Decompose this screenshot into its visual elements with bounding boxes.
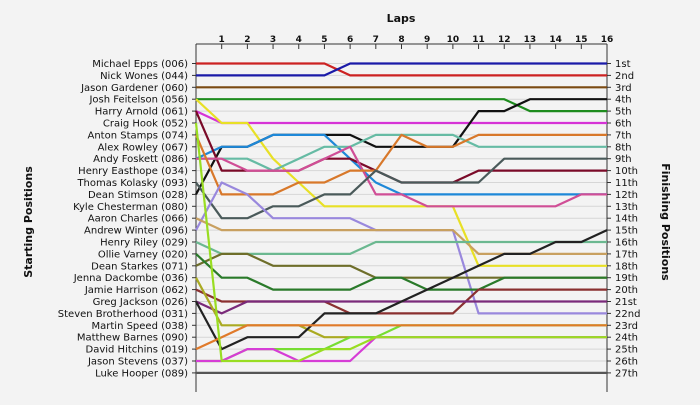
starting-position-label: Martin Speed (038) [92,321,189,332]
finishing-position-label: 23rd [615,321,638,332]
finishing-position-label: 8th [615,142,632,153]
finishing-position-label: 21st [615,297,637,308]
x-tick-label: 11 [472,35,485,45]
finishing-position-label: 16th [615,238,638,249]
finishing-position-label: 19th [615,273,638,284]
x-tick-label: 2 [244,35,250,45]
x-tick-label: 6 [347,35,353,45]
finishing-position-label: 15th [615,226,638,237]
starting-position-label: Aaron Charles (066) [88,214,188,225]
starting-position-label: Matthew Barnes (090) [77,333,188,344]
starting-position-label: Jamie Harrison (062) [84,285,188,296]
x-tick-label: 5 [321,35,327,45]
starting-position-label: Jenna Dackombe (036) [73,273,188,284]
x-tick-label: 12 [498,35,511,45]
starting-position-label: Luke Hooper (089) [95,368,188,379]
starting-position-label: Dean Stimson (028) [88,190,188,201]
finishing-position-label: 20th [615,285,638,296]
series-line [195,300,607,315]
x-tick-label: 9 [424,35,430,45]
starting-position-label: Jason Stevens (037) [87,357,188,368]
starting-position-label: Andy Foskett (086) [93,154,188,165]
finishing-position-label: 7th [615,130,632,141]
series-line [194,122,607,363]
x-tick-label: 4 [296,35,302,45]
series-line [196,145,607,208]
series-line [196,62,607,77]
finishing-position-label: 3rd [615,83,632,94]
finishing-position-label: 5th [615,107,632,118]
starting-position-label: Henry Easthope (034) [78,166,188,177]
axes: 1 2 3 4 5 6 7 8 9 10 11 12 13 14 15 16 [192,35,613,392]
finishing-position-label: 13th [615,202,638,213]
finishing-position-label: 10th [615,166,638,177]
finishing-position-label: 12th [615,190,638,201]
starting-position-label: Thomas Kolasky (093) [76,178,188,189]
series-line [196,133,607,172]
starting-position-label: Craig Hook (052) [103,119,188,130]
finishing-position-label: 6th [615,119,632,130]
series-line [195,324,607,351]
finishing-position-label: 24th [615,333,638,344]
starting-position-label: Harry Arnold (061) [95,107,188,118]
finishing-position-label: 25th [615,345,638,356]
finishing-position-label: 4th [615,95,632,106]
starting-position-label: Michael Epps (006) [92,59,188,70]
finishing-position-label: 9th [615,154,632,165]
starting-position-label: Alex Rowley (067) [98,142,189,153]
starting-position-label: Anton Stamps (074) [88,130,189,141]
series-line [195,253,607,291]
x-tick-label: 13 [524,35,537,45]
series-line [195,240,607,255]
x-tick-label: 10 [447,35,460,45]
finishing-position-label: 18th [615,261,638,272]
right-axis-title: Finishing Positions [659,163,672,281]
starting-position-label: Josh Feitelson (056) [88,95,188,106]
finishing-position-label: 1st [615,59,631,70]
series-lines [194,62,608,374]
series-line [195,98,607,267]
x-tick-label: 15 [575,35,588,45]
starting-position-label: Kyle Chesterman (080) [73,202,188,213]
starting-position-label: Ollie Varney (020) [98,249,188,260]
series-line [196,62,607,77]
series-line [196,98,607,113]
series-line [195,277,607,339]
starting-position-label: Dean Starkes (071) [91,261,188,272]
starting-position-label: Greg Jackson (026) [93,297,189,308]
x-axis-title: Laps [387,12,416,25]
series-line [195,229,608,351]
series-line [196,324,607,363]
starting-position-label: Henry Riley (029) [100,238,188,249]
starting-position-label: David Hitchins (019) [86,345,189,356]
left-axis-title: Starting Positions [22,166,35,278]
labels: Michael Epps (006)Nick Wones (044)Jason … [58,59,641,379]
series-line [195,110,607,125]
starting-position-label: Andrew Winter (096) [84,226,188,237]
finishing-position-label: 17th [615,249,638,260]
x-tick-label: 7 [373,35,379,45]
finishing-position-label: 2nd [615,71,634,82]
finishing-position-label: 22nd [615,309,640,320]
finishing-position-label: 26th [615,357,638,368]
series-line [194,133,607,196]
starting-position-label: Jason Gardener (060) [80,83,188,94]
finishing-position-label: 11th [615,178,638,189]
starting-position-label: Steven Brotherhood (031) [58,309,188,320]
finishing-position-label: 14th [615,214,638,225]
x-tick-label: 8 [398,35,404,45]
x-tick-label: 16 [601,35,614,45]
starting-position-label: Nick Wones (044) [100,71,188,82]
series-line [195,157,607,220]
x-tick-label: 14 [549,35,562,45]
finishing-position-label: 27th [615,368,638,379]
series-line [195,217,607,255]
x-tick-label: 3 [270,35,276,45]
x-tick-label: 1 [219,35,225,45]
